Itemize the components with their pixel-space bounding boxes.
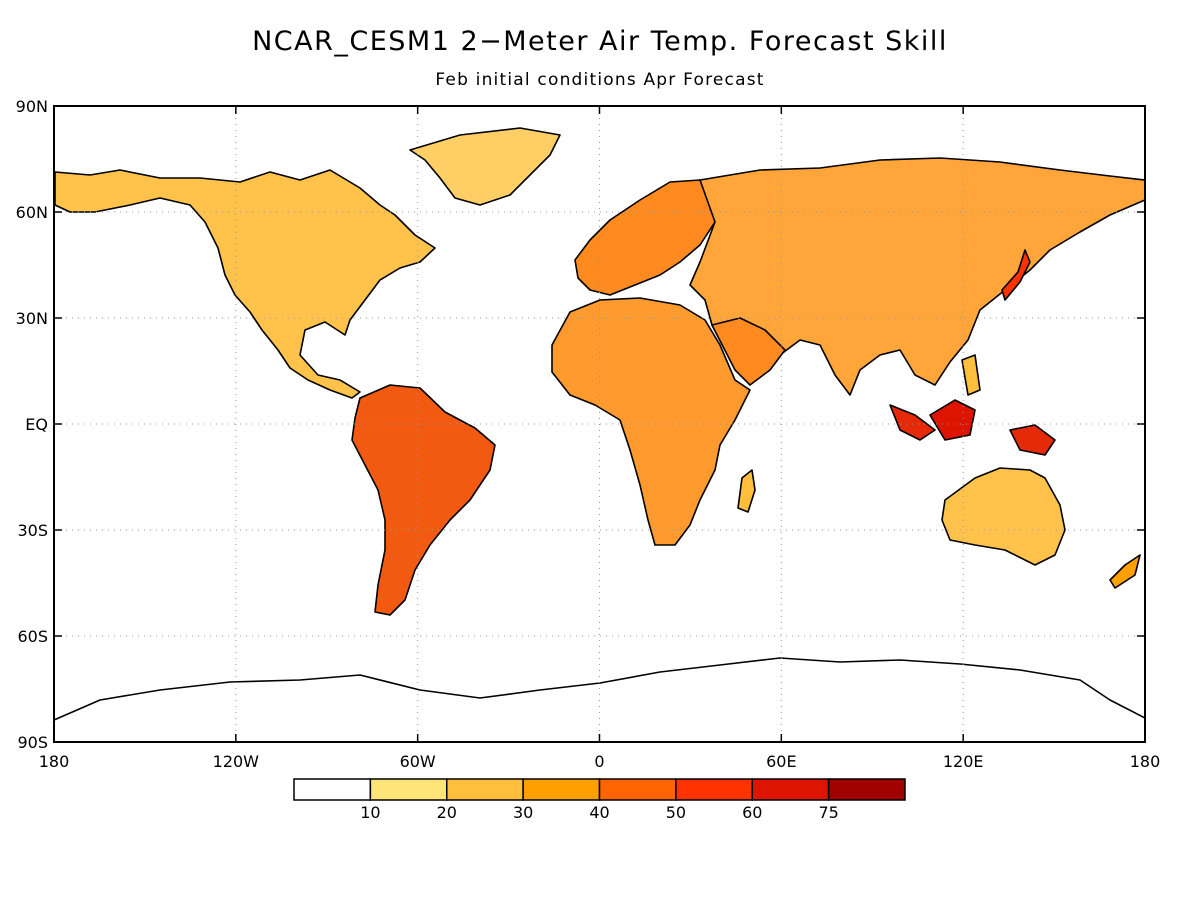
colorbar-label: 40	[589, 803, 609, 822]
australia	[941, 467, 1066, 566]
colorbar-label: 10	[360, 803, 380, 822]
new-guinea	[1009, 424, 1056, 456]
philippines	[961, 354, 981, 396]
south-america	[351, 384, 496, 616]
lon-tick-label: 120E	[943, 752, 984, 771]
lat-tick-label: EQ	[25, 415, 48, 434]
colorbar-swatch	[598, 778, 677, 801]
colorbar-swatch	[827, 778, 906, 801]
indonesia	[889, 404, 936, 441]
madagascar	[737, 469, 756, 513]
colorbar-label: 60	[742, 803, 762, 822]
colorbar-label: 50	[666, 803, 686, 822]
lat-tick-label: 60S	[17, 627, 48, 646]
africa	[551, 297, 751, 546]
plot-area	[54, 106, 1145, 742]
lat-tick-label: 90N	[16, 97, 48, 116]
colorbar-swatch	[369, 778, 448, 801]
colorbar-swatch	[293, 778, 372, 801]
colorbar-label: 75	[818, 803, 838, 822]
colorbar-swatch	[446, 778, 524, 801]
lat-tick-label: 30S	[17, 521, 48, 540]
lat-tick-label: 30N	[16, 309, 48, 328]
grid-lines	[54, 106, 1145, 742]
japan	[1001, 249, 1031, 301]
colorbar-label: 20	[437, 803, 457, 822]
lon-tick-label: 0	[594, 752, 604, 771]
colorbar-label: 30	[513, 803, 533, 822]
north-america	[54, 169, 436, 399]
greenland	[409, 127, 561, 206]
colorbar-swatch	[522, 778, 601, 801]
lon-tick-label: 180	[39, 752, 70, 771]
lon-tick-label: 120W	[213, 752, 260, 771]
borneo	[929, 399, 976, 441]
colorbar: 10 20 30 40 50 60 75	[293, 778, 906, 822]
map-subtitle: Feb initial conditions Apr Forecast	[435, 70, 765, 90]
colorbar-swatch	[751, 778, 830, 801]
map-title: NCAR_CESM1 2−Meter Air Temp. Forecast Sk…	[252, 26, 948, 57]
colorbar-swatch	[675, 778, 753, 801]
lon-tick-label: 60W	[400, 752, 436, 771]
lon-tick-label: 60E	[766, 752, 796, 771]
lon-tick-label: 180	[1130, 752, 1161, 771]
lat-tick-label: 60N	[16, 203, 48, 222]
lat-tick-label: 90S	[17, 733, 48, 752]
arabia	[711, 317, 786, 386]
new-zealand	[1109, 554, 1141, 589]
